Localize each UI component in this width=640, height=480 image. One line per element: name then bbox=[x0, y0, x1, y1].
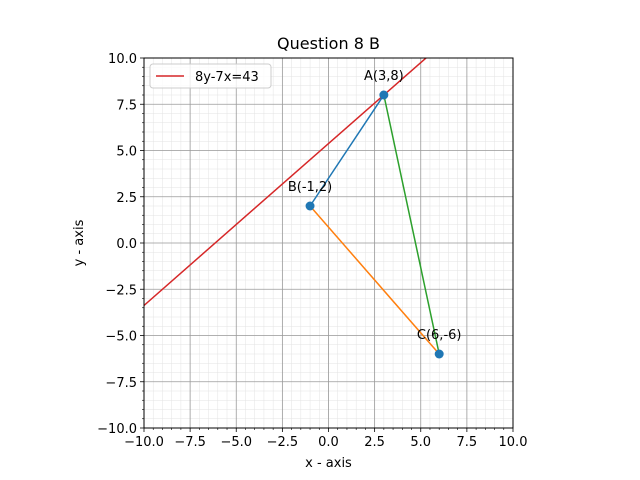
x-axis-ticks: −10.0 −7.5 −5.0 −2.5 0.0 2.5 5.0 7.5 10.0 bbox=[124, 428, 527, 450]
y-tick-label: −2.5 bbox=[105, 283, 137, 298]
legend-box bbox=[149, 63, 272, 89]
legend: 8y-7x=43 bbox=[149, 63, 272, 89]
y-axis-label: y - axis bbox=[72, 219, 87, 266]
y-axis-ticks: −10.0 −7.5 −5.0 −2.5 0.0 2.5 5.0 7.5 10.0 bbox=[97, 52, 144, 437]
point-label: C(6,-6) bbox=[417, 328, 462, 343]
series-line-4 bbox=[383, 94, 440, 355]
x-tick-label: 5.0 bbox=[410, 435, 431, 450]
y-tick-label: −7.5 bbox=[105, 376, 137, 391]
legend-entry-label: 8y-7x=43 bbox=[195, 70, 259, 85]
y-tick-label: −5.0 bbox=[105, 330, 137, 345]
x-axis-label: x - axis bbox=[305, 456, 352, 471]
x-tick-label: 2.5 bbox=[364, 435, 385, 450]
x-tick-label: −10.0 bbox=[124, 435, 164, 450]
point-marker bbox=[305, 201, 315, 211]
point-marker bbox=[379, 90, 389, 100]
x-tick-label: −7.5 bbox=[174, 435, 206, 450]
series-line-3 bbox=[309, 205, 440, 355]
x-tick-label: −5.0 bbox=[220, 435, 252, 450]
x-tick-label: 7.5 bbox=[457, 435, 478, 450]
series-line-1 bbox=[144, 58, 428, 307]
y-tick-label: 2.5 bbox=[116, 191, 137, 206]
y-tick-label: 0.0 bbox=[116, 237, 137, 252]
point-label: B(-1,2) bbox=[288, 180, 332, 195]
series-line-2 bbox=[309, 94, 385, 207]
point-labels: A(3,8) B(-1,2) C(6,-6) bbox=[288, 69, 462, 343]
x-tick-label: 0.0 bbox=[318, 435, 339, 450]
marker-layer bbox=[305, 90, 444, 359]
series-layer bbox=[144, 58, 440, 355]
chart-title: Question 8 B bbox=[277, 34, 380, 53]
x-tick-label: 10.0 bbox=[499, 435, 528, 450]
y-tick-label: 5.0 bbox=[116, 145, 137, 160]
point-label: A(3,8) bbox=[364, 69, 404, 84]
point-marker bbox=[434, 349, 444, 359]
y-tick-label: 10.0 bbox=[108, 52, 137, 67]
y-tick-label: −10.0 bbox=[97, 422, 137, 437]
x-tick-label: −2.5 bbox=[267, 435, 299, 450]
y-tick-label: 7.5 bbox=[116, 98, 137, 113]
